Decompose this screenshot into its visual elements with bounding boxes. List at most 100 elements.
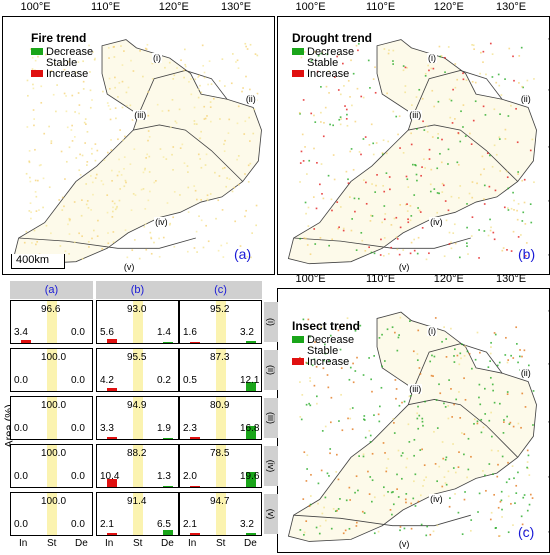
trend-pixel (66, 126, 69, 129)
trend-pixel (439, 152, 441, 155)
value-increase: 0.0 (14, 375, 28, 386)
trend-pixel (499, 534, 501, 537)
trend-pixel (329, 123, 331, 126)
trend-pixel (308, 159, 311, 162)
trend-pixel (410, 132, 412, 135)
trend-pixel (335, 471, 338, 473)
trend-pixel (395, 397, 397, 400)
trend-pixel (457, 163, 460, 166)
column-header: (b) (96, 281, 179, 299)
trend-pixel (410, 502, 413, 505)
trend-pixel (441, 485, 444, 488)
trend-pixel (323, 121, 325, 124)
trend-pixel (75, 71, 77, 74)
trend-pixel (144, 47, 147, 50)
trend-pixel (131, 119, 134, 121)
bar-cell: 95.5 4.2 0.2 (96, 348, 179, 392)
trend-pixel (332, 124, 335, 127)
trend-pixel (81, 235, 83, 238)
trend-pixel (48, 125, 50, 128)
trend-pixel (386, 92, 388, 95)
trend-pixel (173, 245, 176, 248)
bar-increase (190, 485, 200, 487)
trend-pixel (96, 235, 99, 237)
trend-pixel (500, 490, 503, 493)
trend-pixel (396, 248, 399, 251)
value-stable: 94.7 (210, 496, 230, 507)
trend-pixel (352, 381, 355, 384)
trend-pixel (307, 206, 310, 209)
trend-pixel (38, 209, 40, 211)
trend-pixel (200, 91, 203, 94)
bar-cell: 87.3 0.5 12.1 (179, 348, 262, 392)
trend-pixel (392, 491, 394, 493)
trend-pixel (300, 56, 303, 59)
trend-pixel (436, 211, 439, 214)
trend-pixel (370, 251, 373, 254)
trend-pixel (102, 90, 104, 93)
trend-pixel (383, 486, 385, 489)
lon-tick: 120°E (158, 1, 189, 13)
trend-pixel (454, 471, 457, 474)
row-label: (v) (266, 508, 276, 520)
trend-pixel (198, 74, 200, 77)
trend-pixel (397, 133, 399, 136)
trend-pixel (193, 106, 196, 109)
trend-pixel (506, 393, 509, 396)
trend-pixel (519, 349, 521, 351)
trend-pixel (200, 199, 203, 201)
trend-pixel (461, 343, 463, 346)
trend-pixel (428, 158, 431, 160)
legend-label: Stable (46, 57, 78, 69)
trend-pixel (364, 250, 367, 252)
trend-pixel (349, 196, 351, 198)
trend-pixel (510, 354, 512, 357)
trend-pixel (508, 478, 511, 480)
value-decrease: 12.1 (240, 375, 260, 386)
trend-pixel (381, 221, 384, 224)
trend-pixel (362, 455, 365, 458)
trend-pixel (425, 476, 427, 479)
bar-increase (107, 479, 117, 487)
trend-pixel (343, 324, 345, 326)
trend-pixel (149, 190, 151, 193)
trend-pixel (456, 354, 459, 357)
trend-pixel (299, 112, 301, 115)
value-stable: 78.5 (210, 448, 230, 459)
trend-pixel (197, 76, 199, 78)
trend-pixel (419, 211, 422, 213)
trend-pixel (498, 138, 501, 140)
trend-pixel (402, 69, 405, 72)
trend-pixel (302, 99, 305, 101)
trend-pixel (436, 480, 438, 483)
trend-pixel (328, 359, 330, 362)
trend-pixel (339, 498, 341, 500)
trend-pixel (310, 345, 313, 348)
trend-pixel (116, 205, 118, 208)
trend-pixel (168, 61, 171, 64)
region-label: (v) (122, 261, 136, 272)
trend-pixel (383, 190, 386, 193)
trend-pixel (320, 469, 323, 472)
trend-pixel (171, 98, 174, 101)
trend-pixel (437, 137, 439, 139)
trend-pixel (60, 150, 63, 153)
trend-pixel (381, 333, 383, 336)
stable-band (47, 349, 57, 391)
trend-pixel (405, 466, 408, 469)
trend-pixel (305, 361, 308, 364)
trend-pixel (427, 64, 430, 67)
trend-pixel (344, 105, 346, 107)
region-label: (i) (427, 52, 438, 63)
x-tick: St (47, 538, 57, 549)
trend-pixel (412, 497, 415, 500)
legend-label: Decrease (307, 46, 355, 58)
trend-pixel (470, 519, 473, 521)
trend-pixel (150, 237, 153, 240)
trend-pixel (464, 491, 466, 493)
trend-pixel (109, 108, 112, 111)
trend-pixel (382, 442, 385, 444)
trend-pixel (342, 229, 345, 232)
trend-pixel (433, 105, 436, 108)
trend-pixel (526, 509, 529, 512)
